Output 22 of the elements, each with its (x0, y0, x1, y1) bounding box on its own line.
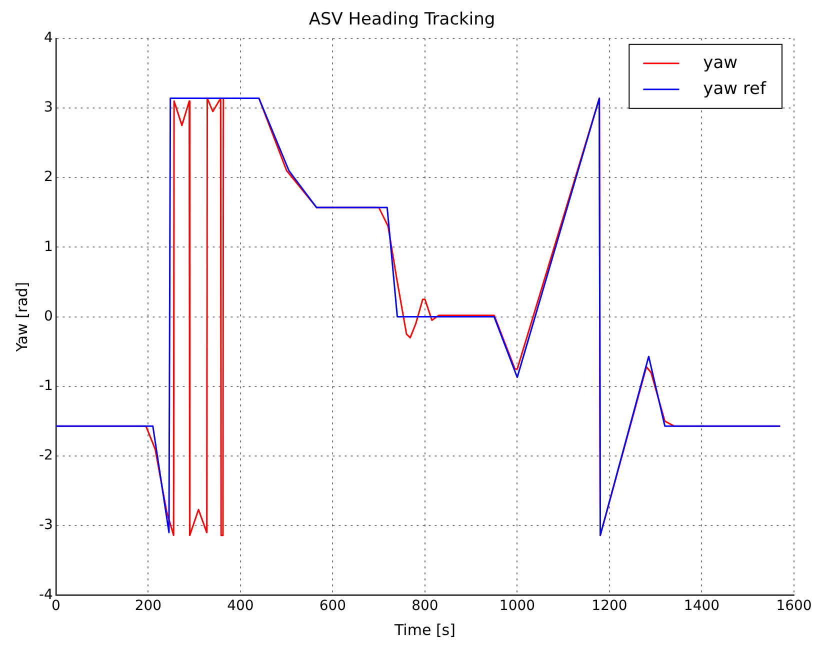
x-tick-label: 1000 (499, 598, 536, 614)
y-tick-label: -3 (38, 517, 53, 534)
x-tick-label: 1600 (776, 598, 812, 614)
y-tick-label: -4 (38, 586, 54, 603)
x-tick-label: 600 (319, 598, 346, 614)
x-tick-label: 1400 (684, 598, 720, 614)
x-axis-title: Time [s] (393, 620, 456, 639)
legend-label: yaw ref (703, 78, 768, 99)
y-tick-label: 3 (44, 100, 53, 116)
y-tick-label: 4 (44, 30, 54, 46)
y-tick-label: -2 (38, 448, 53, 464)
x-tick-label: 200 (134, 598, 162, 614)
legend-label: yaw (703, 52, 738, 73)
chart-title: ASV Heading Tracking (308, 10, 496, 30)
y-tick-label: 0 (44, 308, 53, 324)
x-tick-label: 400 (227, 598, 254, 614)
y-tick-label: -1 (38, 378, 53, 394)
x-tick-label: 800 (412, 598, 438, 614)
x-tick-label: 1200 (592, 598, 628, 614)
y-tick-label: 2 (44, 169, 53, 186)
y-tick-label: 1 (44, 238, 53, 255)
y-axis-title: Yaw [rad] (12, 282, 31, 353)
